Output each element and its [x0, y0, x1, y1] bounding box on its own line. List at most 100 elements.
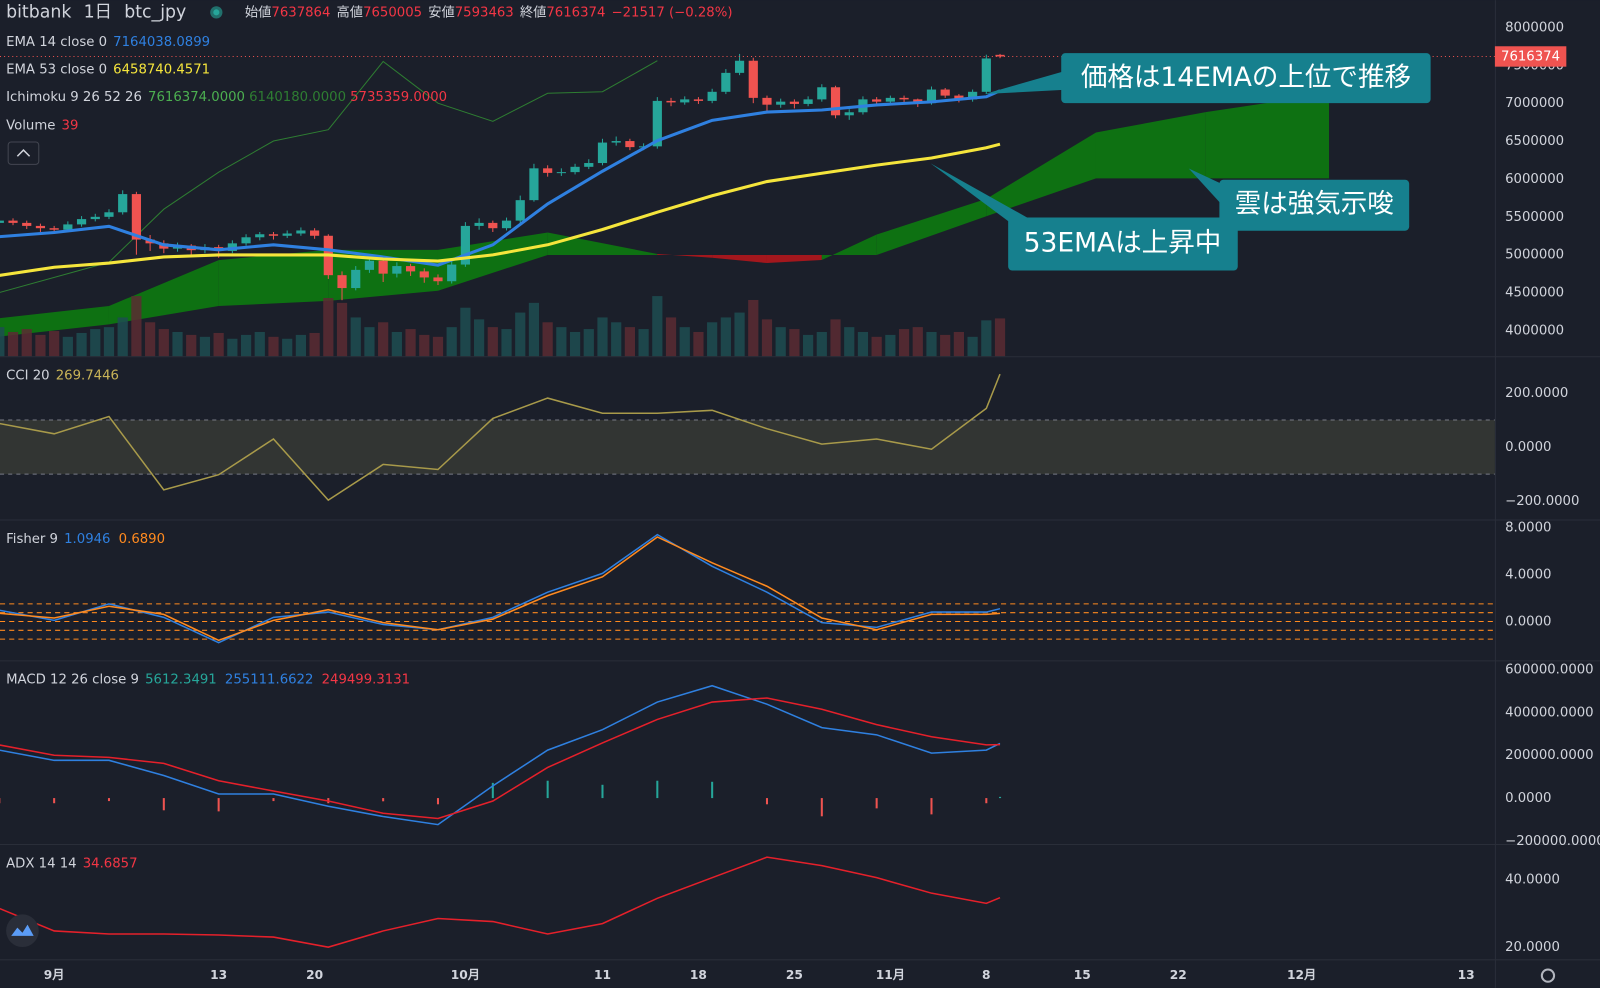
logo-button[interactable]: [6, 914, 39, 948]
volume-bar: [761, 319, 773, 357]
x-tick-label: 13: [1458, 968, 1475, 982]
ichimoku-cloud: [1205, 93, 1330, 179]
interval: 1日: [84, 2, 112, 22]
volume-bar: [213, 332, 224, 357]
macd-histogram-bar: [382, 798, 385, 802]
volume-bar: [158, 329, 169, 357]
volume-bar: [624, 327, 636, 357]
volume-bar: [35, 334, 46, 357]
y-tick-label: 5500000: [1505, 210, 1564, 225]
ohlc-value: 7616374: [546, 5, 605, 20]
indicator-value: 0.6890: [119, 532, 165, 547]
y-tick-label: 4000000: [1505, 323, 1564, 338]
candle-body: [597, 142, 608, 164]
pane-title: MACD 12 26 close 9: [6, 673, 139, 688]
volume-bar: [76, 332, 87, 357]
indicator-value: 255111.6622: [225, 673, 314, 688]
volume-bar: [336, 302, 348, 357]
y-tick-label: 4.0000: [1505, 568, 1551, 583]
volume-bar: [981, 320, 992, 357]
volume-bar: [898, 329, 910, 357]
macd-histogram-bar: [711, 781, 714, 799]
volume-bar: [227, 338, 238, 357]
macd-histogram-bar: [162, 798, 165, 811]
macd-histogram-bar: [765, 798, 769, 805]
annotation: 雲は強気示唆: [1188, 168, 1410, 231]
candle-body: [296, 230, 306, 234]
candle-body: [776, 101, 786, 105]
price-change: −21517 (−0.28%): [612, 5, 733, 20]
volume-bar: [569, 331, 581, 357]
volume-bar: [419, 334, 430, 357]
indicator-line: [0, 684, 1001, 826]
macd-histogram-bar: [272, 798, 275, 802]
y-tick-label: 5000000: [1505, 248, 1564, 263]
pane-title: ADX 14 14: [6, 856, 77, 871]
volume-bar: [542, 322, 553, 357]
volume-bar: [940, 334, 951, 357]
candle-body: [405, 266, 416, 272]
settings-button[interactable]: [1540, 968, 1556, 983]
volume-bar: [378, 322, 389, 357]
symbol: btc_jpy: [124, 2, 186, 22]
volume-bar: [556, 327, 567, 357]
ohlc-label: 終値: [520, 4, 547, 20]
volume-bar: [967, 336, 978, 357]
volume-bar: [405, 329, 416, 357]
candle-body: [995, 54, 1005, 57]
volume-bar: [309, 332, 320, 357]
volume-bar: [446, 327, 457, 357]
indicator-value: 5735359.0000: [350, 90, 447, 105]
macd-histogram-bar: [985, 798, 988, 804]
indicator-value: 269.7446: [56, 369, 119, 384]
candle-body: [104, 212, 114, 217]
collapse-legend-button[interactable]: [7, 141, 40, 165]
ohlc-value: 7593463: [455, 5, 514, 20]
candle-body: [337, 275, 347, 289]
y-tick-label: 8.0000: [1505, 521, 1551, 536]
market-status-dot-core: [213, 9, 220, 16]
indicator-value: 5612.3491: [145, 673, 217, 688]
indicator-value: 7164038.0899: [113, 35, 210, 50]
candle-body: [803, 99, 813, 104]
macd-histogram-bar: [107, 798, 111, 802]
macd-histogram-bar: [217, 798, 220, 812]
x-tick-label: 13: [210, 968, 227, 982]
pane-title: CCI 20: [6, 369, 49, 384]
volume-bar: [90, 329, 101, 357]
volume-bar: [391, 331, 402, 357]
candle-body: [968, 91, 978, 100]
indicator-line: [0, 536, 1001, 642]
candle-body: [310, 230, 320, 236]
volume-bar: [789, 329, 800, 357]
y-tick-label: 0.0000: [1505, 615, 1551, 630]
candle-body: [652, 100, 662, 147]
ohlc-label: 始値: [245, 4, 272, 20]
volume-bar: [528, 302, 540, 357]
candle-body: [474, 222, 484, 226]
y-tick-label: 4500000: [1505, 286, 1564, 301]
ichimoku-cloud: [712, 254, 767, 264]
annotation-text: 53EMAは上昇中: [1024, 228, 1222, 259]
candle-body: [268, 234, 279, 236]
logo-icon: [11, 924, 34, 936]
candle-body: [515, 200, 525, 221]
candle-body: [666, 100, 676, 103]
pane-title: Fisher 9: [6, 532, 58, 547]
last-price-badge: [1494, 46, 1567, 67]
volume-bar: [117, 317, 128, 357]
indicator-line: [0, 373, 1001, 502]
volume-bar: [103, 327, 115, 357]
macd-histogram-bar: [656, 780, 659, 799]
candle-body: [789, 101, 799, 104]
candle-body: [8, 220, 18, 223]
volume-bar: [994, 318, 1006, 357]
x-tick-label: 22: [1170, 968, 1187, 982]
candle-body: [707, 91, 717, 101]
candle-body: [392, 266, 402, 274]
volume-bar: [474, 319, 485, 357]
x-tick-label: 11: [594, 968, 611, 982]
candle-body: [625, 141, 635, 148]
volume-bar: [611, 322, 622, 357]
volume-bar: [775, 327, 786, 357]
